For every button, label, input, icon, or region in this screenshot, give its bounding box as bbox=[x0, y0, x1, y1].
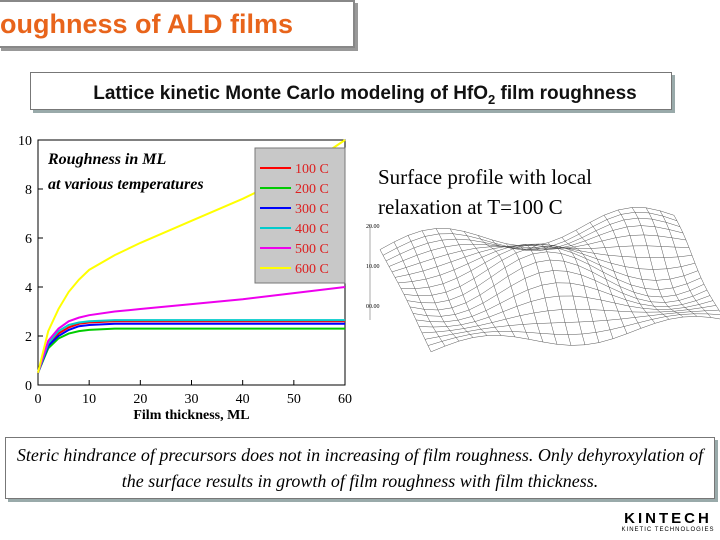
annotation: Roughness in ML bbox=[47, 151, 166, 168]
caption-line: Surface profile with local bbox=[378, 165, 592, 189]
x-tick-label: 20 bbox=[133, 392, 147, 407]
legend-label: 500 C bbox=[295, 242, 329, 257]
x-tick-label: 60 bbox=[338, 392, 352, 407]
logo-name: KINTECH bbox=[624, 510, 712, 527]
legend-label: 200 C bbox=[295, 182, 329, 197]
y-tick-label: 4 bbox=[25, 281, 32, 296]
y-tick-label: 2 bbox=[25, 330, 32, 345]
series-line bbox=[37, 327, 345, 374]
logo-tagline: KINETIC TECHNOLOGIES bbox=[621, 527, 715, 533]
subtitle-text: Lattice kinetic Monte Carlo modeling of … bbox=[93, 83, 489, 104]
x-tick-label: 0 bbox=[35, 392, 42, 407]
caption: Surface profile with local relaxation at … bbox=[378, 162, 592, 222]
legend-label: 400 C bbox=[295, 222, 329, 237]
x-tick-label: 30 bbox=[185, 392, 199, 407]
y-tick-label: 6 bbox=[25, 232, 32, 247]
y-tick-label: 10 bbox=[18, 134, 32, 149]
surface-label: 00.00 bbox=[366, 304, 380, 310]
y-tick-label: 8 bbox=[25, 183, 32, 198]
series-line bbox=[37, 139, 346, 373]
series-line bbox=[37, 319, 345, 374]
x-tick-label: 50 bbox=[287, 392, 301, 407]
note: Steric hindrance of precursors does not … bbox=[16, 445, 704, 491]
x-tick-label: 40 bbox=[236, 392, 250, 407]
caption-line: relaxation at T=100 C bbox=[378, 195, 563, 219]
series-line bbox=[37, 322, 345, 374]
subtitle-subscript: 2 bbox=[488, 91, 496, 107]
series-line bbox=[37, 320, 345, 374]
legend-label: 100 C bbox=[295, 162, 329, 177]
subtitle-box bbox=[30, 72, 672, 110]
subtitle-text: film roughness bbox=[495, 83, 637, 104]
legend-label: 300 C bbox=[295, 202, 329, 217]
surface-mesh bbox=[379, 207, 720, 353]
annotation: at various temperatures bbox=[48, 176, 204, 193]
note-box bbox=[5, 437, 715, 499]
surface-label: 20.00 bbox=[366, 224, 380, 230]
series-line bbox=[37, 286, 346, 374]
subtitle: Lattice kinetic Monte Carlo modeling of … bbox=[40, 80, 690, 113]
surface-label: 10.00 bbox=[366, 264, 380, 270]
slide-title: oughness of ALD films bbox=[0, 0, 355, 48]
x-axis-label: Film thickness, ML bbox=[133, 408, 249, 423]
x-tick-label: 10 bbox=[82, 392, 96, 407]
y-tick-label: 0 bbox=[25, 379, 32, 394]
legend-label: 600 C bbox=[295, 262, 329, 277]
legend-box bbox=[254, 147, 346, 284]
logo: KINTECH KINETIC TECHNOLOGIES bbox=[618, 510, 718, 533]
surface-plot: 20.00 10.00 00.00 bbox=[366, 207, 720, 353]
